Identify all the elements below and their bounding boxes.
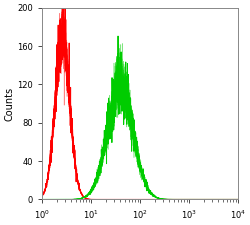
Y-axis label: Counts: Counts	[4, 86, 14, 121]
